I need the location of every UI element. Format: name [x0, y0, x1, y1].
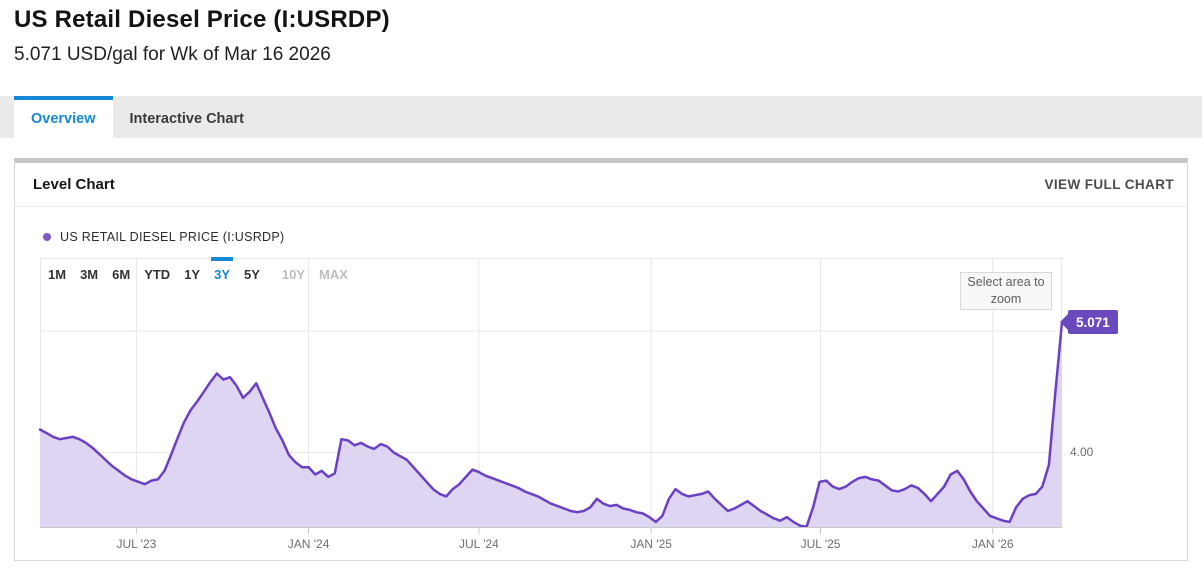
legend-marker-icon [43, 233, 51, 241]
card-header: Level Chart VIEW FULL CHART [15, 163, 1187, 207]
range-button-6m[interactable]: 6M [112, 267, 131, 282]
range-selector: 1M 3M 6M YTD 1Y 3Y 5Y 10Y MAX [48, 257, 348, 284]
last-value-badge: 5.071 [1060, 310, 1118, 335]
x-axis-label: JAN '25 [630, 537, 672, 551]
page-subtitle: 5.071 USD/gal for Wk of Mar 16 2026 [14, 44, 331, 65]
range-button-max: MAX [319, 267, 348, 282]
tab-overview[interactable]: Overview [14, 96, 113, 138]
chart-plot-area[interactable] [38, 258, 1064, 534]
page-title: US Retail Diesel Price (I:USRDP) [14, 6, 390, 33]
range-button-5y[interactable]: 5Y [244, 267, 260, 282]
range-button-10y: 10Y [281, 267, 306, 282]
range-button-ytd[interactable]: YTD [144, 267, 171, 282]
line-series [38, 321, 1064, 529]
view-full-chart-link[interactable]: VIEW FULL CHART [1044, 177, 1174, 192]
tab-bar: Overview Interactive Chart [0, 96, 1202, 138]
range-button-3m[interactable]: 3M [80, 267, 99, 282]
last-value-text: 5.071 [1076, 314, 1110, 330]
range-button-1y[interactable]: 1Y [184, 267, 201, 282]
level-chart-card: Level Chart VIEW FULL CHART US RETAIL DI… [14, 158, 1188, 561]
card-title: Level Chart [33, 176, 115, 193]
range-button-1m[interactable]: 1M [48, 267, 67, 282]
x-axis-label: JUL '23 [116, 537, 157, 551]
x-axis-label: JAN '26 [971, 537, 1014, 551]
x-axis-label: JUL '24 [458, 537, 499, 551]
area-series [40, 322, 1062, 528]
x-axis-label: JAN '24 [287, 537, 330, 551]
x-axis-label: JUL '25 [800, 537, 841, 551]
tab-interactive-chart[interactable]: Interactive Chart [129, 111, 244, 127]
active-range-indicator [211, 257, 233, 261]
zoom-hint: Select area to zoom [960, 272, 1052, 310]
level-chart-svg [38, 258, 1064, 534]
legend-item: US RETAIL DIESEL PRICE (I:USRDP) [43, 229, 284, 245]
y-axis-label: 4.00 [1070, 444, 1094, 459]
range-button-3y[interactable]: 3Y [211, 257, 233, 284]
legend-label: US RETAIL DIESEL PRICE (I:USRDP) [60, 230, 285, 244]
